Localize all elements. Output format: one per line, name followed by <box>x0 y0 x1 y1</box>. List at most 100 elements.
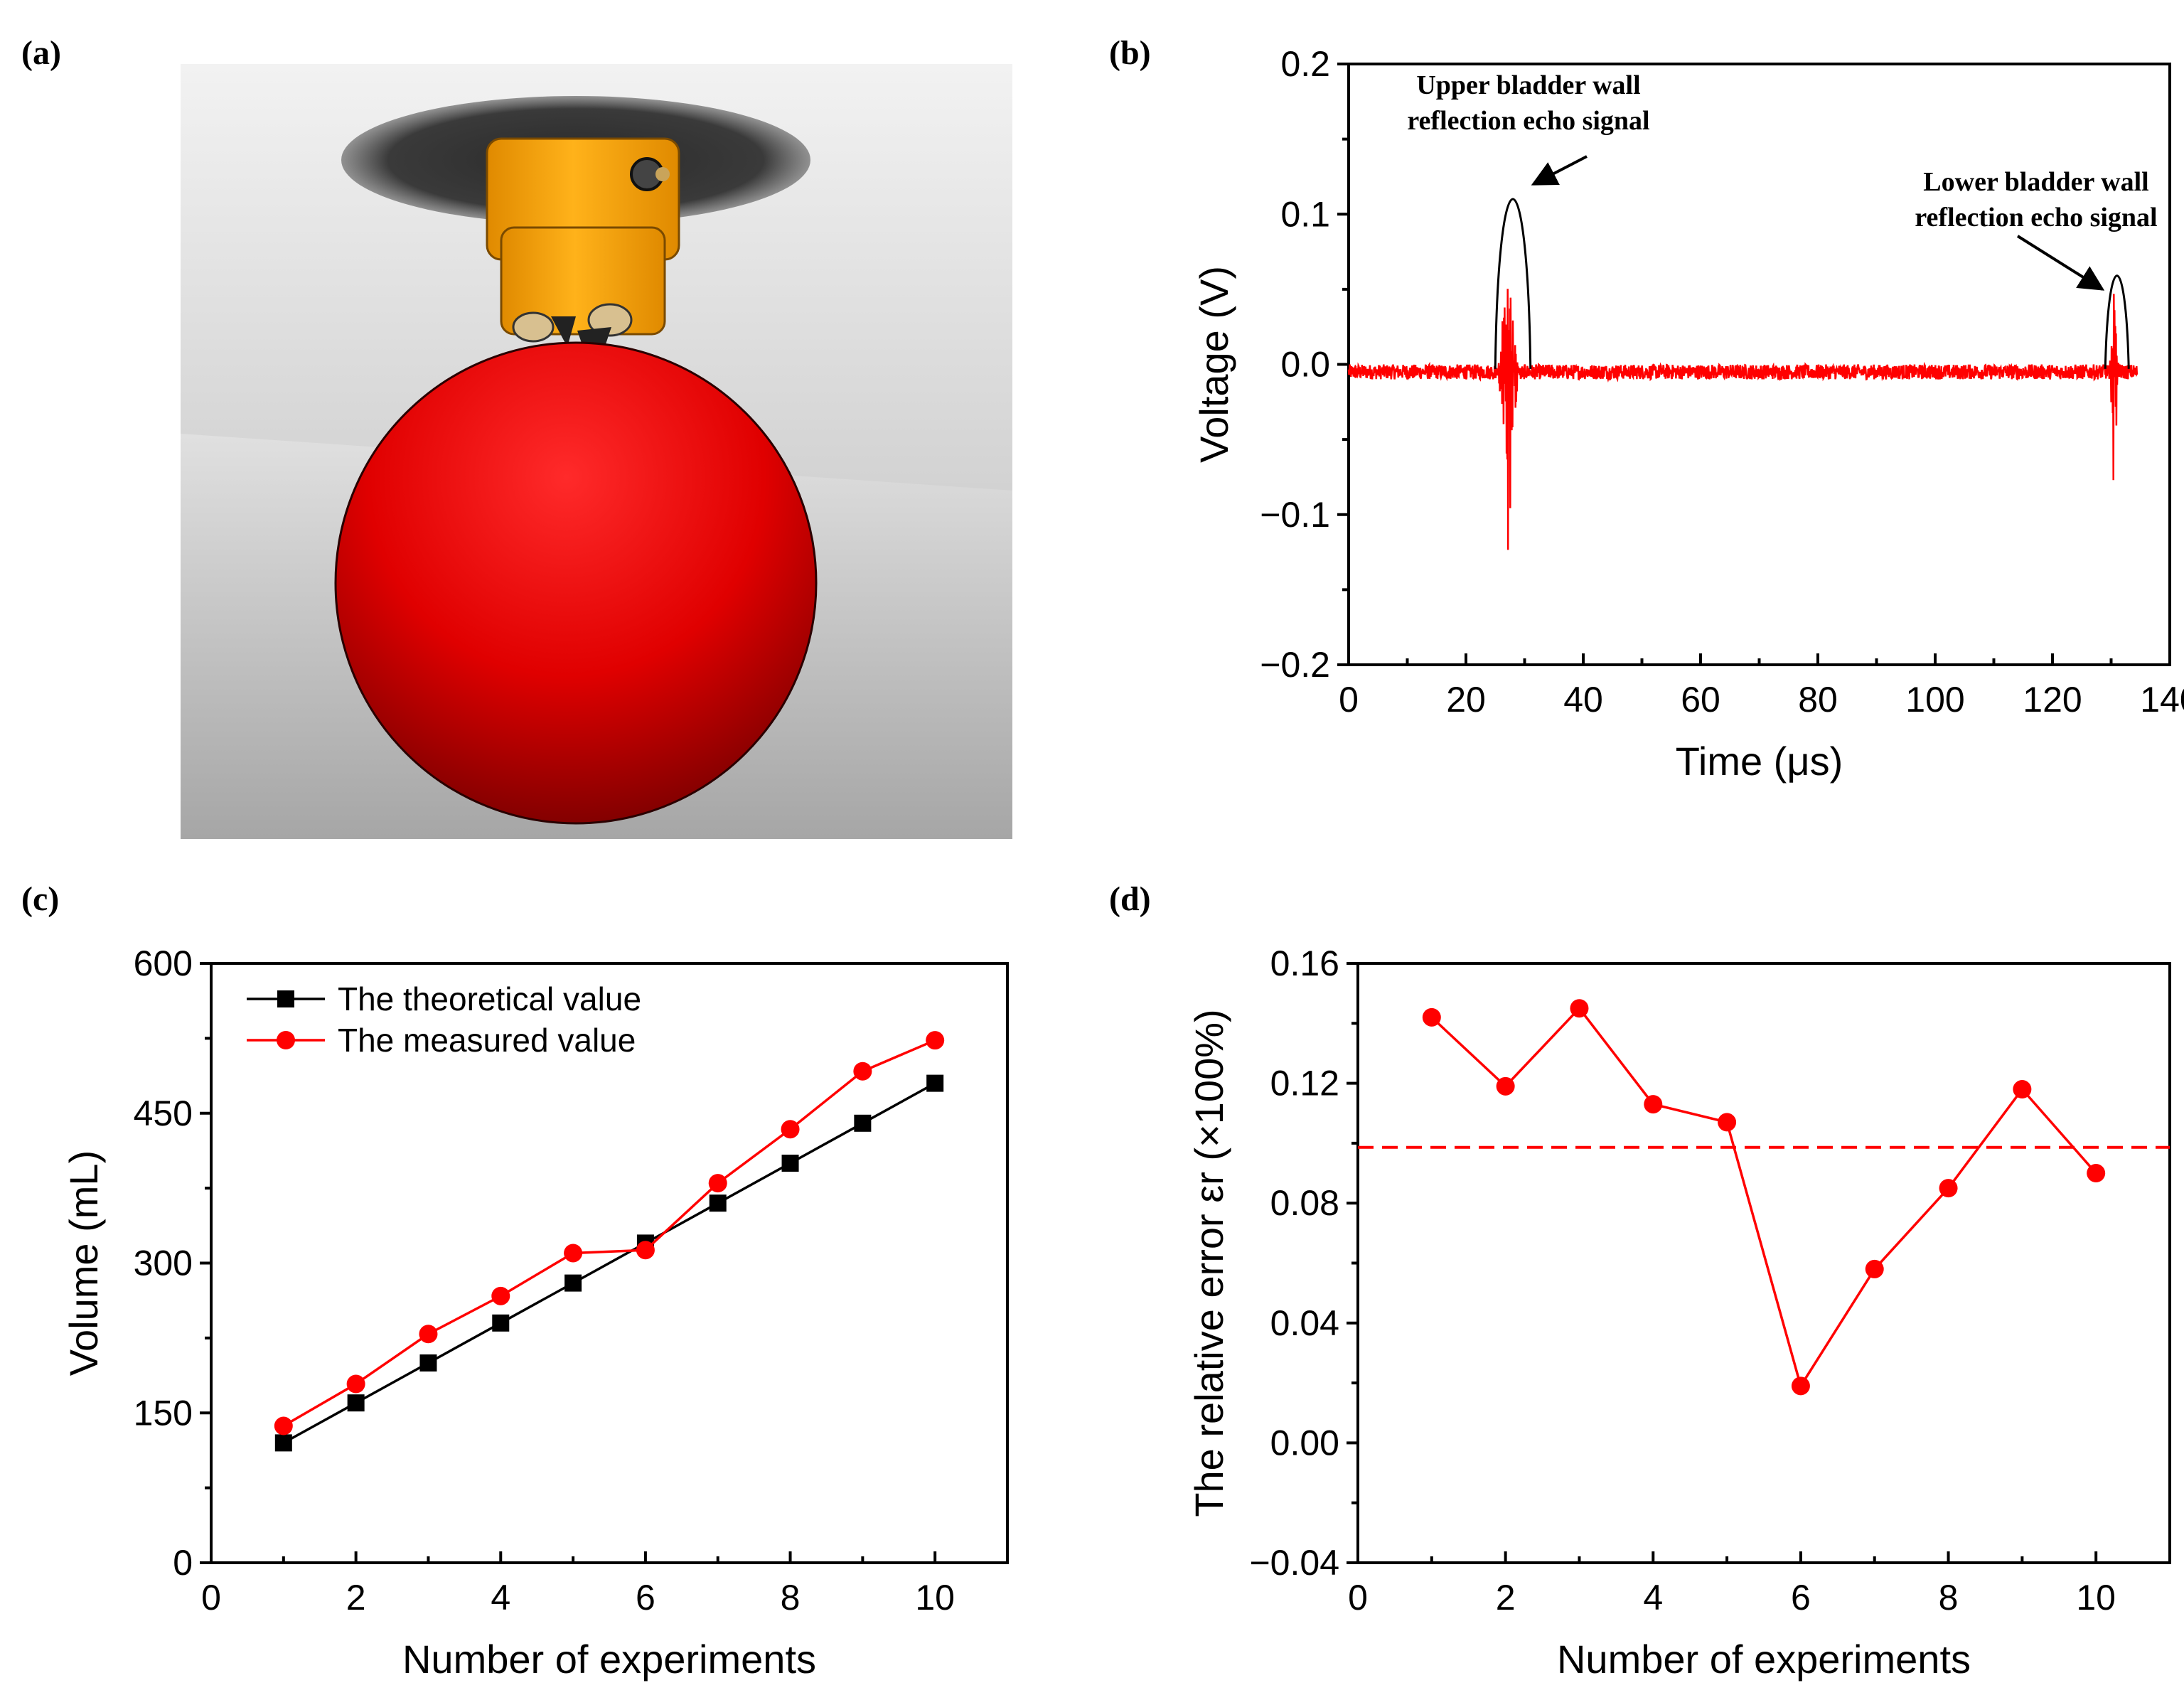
theoretical-point <box>347 1394 365 1412</box>
panel-label-c: (c) <box>21 880 59 918</box>
annotation-text-2: reflection echo signal <box>1915 203 2157 232</box>
legend-label-1: The theoretical value <box>338 980 641 1017</box>
y-tick-label: 0 <box>173 1543 193 1583</box>
y-axis-title: The relative error εr (×100%) <box>1187 1009 1231 1517</box>
error-point <box>2013 1080 2032 1099</box>
measured-point <box>419 1325 438 1344</box>
x-tick-label: 6 <box>1791 1578 1811 1618</box>
y-tick-label: 300 <box>134 1244 193 1283</box>
legend-label-2: The measured value <box>338 1022 636 1059</box>
x-axis-title: Number of experiments <box>402 1637 816 1681</box>
theoretical-point <box>492 1314 510 1332</box>
y-axis-title: Volume (mL) <box>61 1150 106 1376</box>
x-tick-label: 2 <box>1496 1578 1516 1618</box>
theoretical-point <box>781 1155 799 1172</box>
x-axis-title: Number of experiments <box>1557 1637 1971 1681</box>
y-tick-label: 0.00 <box>1270 1423 1339 1463</box>
x-tick-label: 8 <box>1939 1578 1959 1618</box>
theoretical-point <box>926 1074 944 1092</box>
y-tick-label: 450 <box>134 1094 193 1133</box>
theoretical-point <box>564 1274 582 1292</box>
panel-b-chart: 0 20 40 60 80 100 120 140 −0.2 −0.1 0.0 0.1 0.2 Time … <box>1192 44 2184 784</box>
error-point <box>1570 999 1589 1018</box>
error-point <box>1718 1113 1737 1132</box>
x-tick-label: 10 <box>2076 1578 2116 1618</box>
error-point <box>1865 1259 1884 1278</box>
envelope-curve-2 <box>2104 274 2130 369</box>
measured-point <box>708 1174 727 1193</box>
x-axis-title: Time (μs) <box>1676 739 1843 784</box>
measured-point <box>781 1120 800 1139</box>
plot-frame <box>1356 962 2171 1564</box>
annotation-arrow-1 <box>1531 155 1588 186</box>
theoretical-point <box>854 1114 872 1132</box>
x-tick-label: 0 <box>201 1578 221 1618</box>
error-point <box>1496 1076 1515 1096</box>
y-axis-title: Voltage (V) <box>1192 266 1236 463</box>
x-tick-label: 4 <box>491 1578 510 1618</box>
error-point <box>1939 1179 1958 1198</box>
annotation-text-2: Lower bladder wall <box>1923 167 2148 197</box>
measured-point <box>346 1374 365 1394</box>
plot-frame <box>1347 63 2171 666</box>
envelope-curve-1 <box>1494 198 1532 369</box>
x-tick-label: 60 <box>1681 680 1720 720</box>
y-tick-label: 0.2 <box>1280 44 1330 84</box>
legend-marker-1 <box>277 990 294 1007</box>
panel-d-chart: 0 2 4 6 8 10 −0.04 0.00 0.04 0.08 0.12 0.16 Number o… <box>1187 943 2171 1681</box>
y-tick-label: 0.08 <box>1270 1183 1339 1223</box>
measured-point <box>274 1416 293 1435</box>
annotation-text-1: reflection echo signal <box>1407 106 1649 136</box>
panel-c-chart: 0 2 4 6 8 10 0 150 300 450 600 Number of experiment… <box>61 943 1009 1681</box>
error-point <box>1422 1007 1441 1027</box>
x-tick-label: 4 <box>1643 1578 1663 1618</box>
x-tick-label: 2 <box>346 1578 366 1618</box>
measured-point <box>564 1244 583 1263</box>
measured-point <box>491 1286 510 1305</box>
x-tick-label: 140 <box>2140 680 2184 720</box>
x-tick-label: 6 <box>636 1578 655 1618</box>
y-tick-label: 0.1 <box>1280 194 1330 234</box>
error-point <box>1791 1376 1810 1396</box>
x-tick-label: 40 <box>1563 680 1603 720</box>
panel-label-d: (d) <box>1109 880 1151 918</box>
measured-point <box>853 1062 872 1081</box>
error-point <box>1644 1095 1663 1114</box>
x-tick-label: 10 <box>915 1578 955 1618</box>
x-tick-label: 8 <box>781 1578 801 1618</box>
y-tick-label: −0.04 <box>1249 1543 1339 1583</box>
y-tick-label: −0.1 <box>1260 495 1330 535</box>
error-line <box>1430 1006 2097 1389</box>
x-tick-label: 120 <box>2023 680 2082 720</box>
annotation-arrow-2 <box>2016 235 2105 291</box>
x-tick-label: 0 <box>1339 680 1359 720</box>
legend-marker-2 <box>277 1031 295 1049</box>
bladder-sphere <box>334 341 818 825</box>
y-tick-label: 150 <box>134 1393 193 1433</box>
panel-label-a: (a) <box>21 34 61 72</box>
measured-point <box>636 1241 655 1260</box>
theoretical-point <box>709 1194 727 1212</box>
theoretical-point <box>419 1354 437 1371</box>
y-tick-label: 0.16 <box>1270 943 1339 983</box>
x-tick-label: 80 <box>1798 680 1838 720</box>
panel-label-b: (b) <box>1109 34 1151 72</box>
y-tick-label: 600 <box>134 943 193 983</box>
x-tick-label: 0 <box>1348 1578 1368 1618</box>
signal-line <box>1347 289 2138 550</box>
annotation-text-1: Upper bladder wall <box>1416 70 1640 100</box>
theoretical-point <box>274 1434 292 1452</box>
measured-point <box>926 1031 945 1050</box>
y-tick-label: 0.12 <box>1270 1064 1339 1103</box>
x-tick-label: 20 <box>1446 680 1486 720</box>
error-point <box>2087 1164 2106 1183</box>
series-line-2 <box>282 1039 936 1428</box>
y-tick-label: 0.04 <box>1270 1303 1339 1343</box>
x-tick-label: 100 <box>1905 680 1964 720</box>
panel-a-render <box>181 64 1012 839</box>
series-line-1 <box>282 1082 936 1444</box>
y-tick-label: 0.0 <box>1280 345 1330 385</box>
transducer-icon <box>486 137 680 348</box>
y-tick-label: −0.2 <box>1260 645 1330 685</box>
